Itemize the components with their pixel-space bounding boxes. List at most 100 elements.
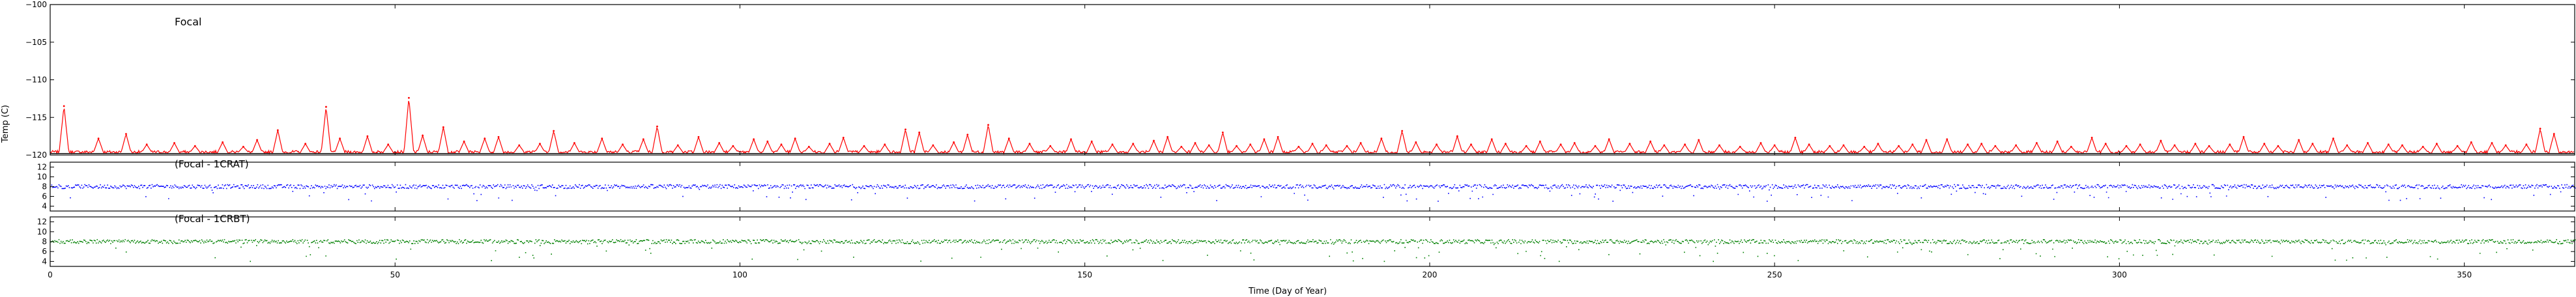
focal-spike-point — [1504, 143, 1507, 145]
focal-spike-point — [1166, 135, 1169, 138]
focal-spike-point — [2553, 133, 2555, 135]
x-tick-label: 50 — [390, 270, 400, 279]
focal-spike-point — [932, 144, 934, 147]
x-tick-label: 350 — [2457, 270, 2472, 279]
focal-spike-point — [1608, 138, 1610, 141]
focal-spike-point — [1415, 141, 1417, 143]
focal-spike-point — [1718, 144, 1720, 147]
focal-spike-point — [2125, 145, 2128, 147]
focal-spike-point — [2263, 143, 2266, 145]
focal-title: Focal — [175, 16, 201, 28]
focal-spike-point — [1539, 140, 1541, 143]
x-tick-label: 300 — [2112, 270, 2127, 279]
focal-spike-point — [966, 134, 969, 136]
focal-spike-point — [1007, 137, 1010, 139]
y-tick-label: −105 — [25, 38, 47, 47]
focal-spike-point — [442, 126, 444, 128]
focal-spike-point — [1325, 144, 1327, 147]
y-tick-label: 4 — [42, 202, 47, 211]
focal-spike-point — [794, 137, 796, 139]
focal-spike-point — [2056, 140, 2059, 143]
focal-spike-point — [884, 143, 886, 146]
focal-spike-point — [1663, 144, 1666, 147]
focal-spike-point — [2015, 144, 2018, 147]
focal-spike-point — [1829, 145, 1831, 147]
focal-spike-point — [463, 140, 465, 143]
focal-spike-point — [1898, 145, 1900, 147]
focal-spike-point — [1649, 140, 1652, 143]
focal-spike-point — [1090, 140, 1093, 143]
y-tick-label: 12 — [37, 218, 47, 227]
focal-spike-point — [863, 145, 865, 147]
y-tick-label: 6 — [42, 247, 47, 256]
x-tick-label: 200 — [1422, 270, 1437, 279]
focal-spike-point — [145, 143, 148, 146]
focal-spike-point — [1759, 142, 1762, 144]
focal-spike-point — [732, 145, 734, 147]
focal-spike-point — [2139, 143, 2141, 146]
focal-spike-point — [1028, 143, 1031, 145]
crat-title: (Focal - 1CRAT) — [175, 158, 249, 170]
focal-spike-point — [953, 141, 955, 143]
x-tick-label: 150 — [1077, 270, 1092, 279]
focal-spike-point — [1359, 142, 1362, 144]
y-tick-label: −115 — [25, 113, 47, 122]
focal-spike-point — [1946, 138, 1948, 141]
focal-spike-point — [780, 143, 783, 146]
focal-spike-point — [1456, 135, 1458, 137]
focal-spike-point — [1180, 145, 1183, 148]
focal-spike-point — [2035, 142, 2038, 144]
focal-panel: Focal −120 −115 −110 −105 −100 — [25, 0, 2575, 160]
focal-spike-point — [1380, 137, 1383, 139]
y-tick-label: −100 — [25, 0, 47, 9]
focal-spike-point — [408, 96, 410, 99]
focal-spike-point — [904, 128, 906, 131]
focal-spike-point — [697, 135, 700, 138]
focal-spike-point — [553, 130, 555, 132]
focal-spike-point — [366, 135, 369, 137]
focal-spike-point — [642, 138, 644, 141]
focal-spike-point — [718, 142, 721, 144]
y-tick-label: 8 — [42, 182, 47, 191]
focal-spike-point — [173, 142, 175, 144]
series-points-crat — [50, 184, 2576, 202]
focal-spike-point — [2387, 143, 2390, 146]
focal-spike-point — [1994, 145, 1997, 147]
focal-spike-point — [2422, 145, 2424, 148]
focal-spike-point — [2298, 139, 2300, 141]
focal-spike-point — [622, 143, 624, 146]
focal-spike-point — [1911, 143, 1914, 146]
focal-spike-point — [1877, 143, 1879, 145]
focal-spike-point — [1470, 143, 1472, 146]
crbt-title: (Focal - 1CRBT) — [175, 213, 250, 225]
focal-spike-point — [1525, 145, 1527, 147]
focal-spike-point — [1594, 145, 1597, 147]
focal-spike-point — [2470, 141, 2472, 143]
focal-spike-point — [1153, 139, 1155, 142]
focal-spike-point — [1559, 143, 1562, 146]
focal-spike-point — [1573, 142, 1576, 144]
y-tick-label: −110 — [25, 76, 47, 85]
focal-spike-point — [63, 105, 65, 107]
y-tick-label: 8 — [42, 237, 47, 246]
focal-spike-point — [256, 139, 258, 141]
focal-spike-point — [242, 145, 244, 148]
focal-spike-point — [842, 137, 845, 139]
y-tick-label: 10 — [37, 227, 47, 236]
focal-spike-point — [753, 138, 755, 141]
x-tick-label: 250 — [1767, 270, 1782, 279]
focal-spike-point — [518, 144, 521, 147]
x-axis-label: Time (Day of Year) — [1248, 287, 1327, 296]
focal-spike-point — [1346, 145, 1348, 147]
focal-spike-point — [2173, 144, 2176, 147]
focal-spike-point — [1808, 143, 1810, 146]
focal-spike-point — [1773, 144, 1776, 147]
focal-spike-point — [97, 137, 100, 139]
focal-spike-point — [2242, 135, 2245, 138]
series-points-crbt — [50, 239, 2576, 262]
plot-frame — [50, 4, 2575, 156]
focal-spike-point — [325, 106, 327, 108]
focal-spike-point — [828, 143, 831, 145]
